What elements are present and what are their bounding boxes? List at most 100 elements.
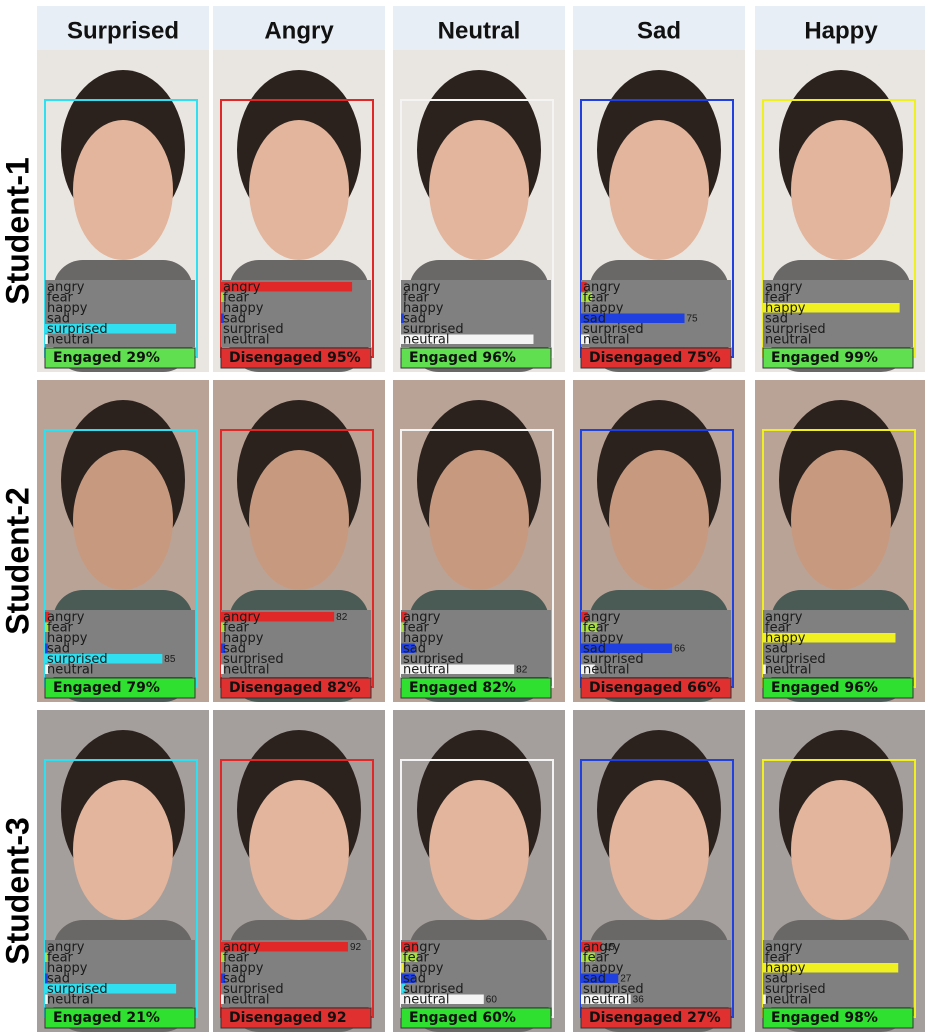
column-header: Sad: [637, 17, 681, 44]
emotion-label: neutral: [223, 992, 270, 1007]
emotion-bar: [581, 313, 685, 323]
emotion-label: neutral: [583, 332, 630, 347]
face: [791, 780, 891, 920]
emotion-label: neutral: [583, 992, 630, 1007]
emotion-label: fear: [403, 950, 430, 965]
emotion-panel: [763, 610, 913, 677]
emotion-bar: [221, 622, 226, 632]
face: [73, 780, 173, 920]
emotion-label: fear: [403, 290, 430, 305]
emotion-bar: [45, 334, 48, 344]
status-bar: [580, 347, 732, 369]
emotion-label: happy: [403, 631, 444, 646]
emotion-label: surprised: [47, 982, 108, 997]
emotion-bar: [45, 973, 48, 983]
face: [73, 450, 173, 590]
emotion-label: surprised: [403, 322, 464, 337]
emotion-label: fear: [223, 290, 250, 305]
status-bar: [580, 677, 732, 699]
emotion-label: surprised: [765, 982, 826, 997]
status-bar: [44, 677, 196, 699]
emotion-label: neutral: [223, 332, 270, 347]
emotion-label: sad: [223, 971, 246, 986]
emotion-label: surprised: [223, 652, 284, 667]
emotion-bar: [581, 612, 588, 622]
emotion-bar: [581, 282, 587, 292]
status-bar: [44, 347, 196, 369]
emotion-label: sad: [47, 971, 70, 986]
emotion-label: fear: [583, 290, 610, 305]
emotion-bar: [221, 282, 353, 292]
emotion-bar: [221, 292, 224, 302]
emotion-bar: [763, 994, 766, 1004]
emotion-bar: [401, 994, 484, 1004]
emotion-label: angry: [47, 610, 85, 625]
emotion-label: sad: [403, 641, 426, 656]
emotion-label: happy: [765, 301, 806, 316]
face: [249, 120, 349, 260]
face: [791, 450, 891, 590]
emotion-label: sad: [765, 641, 788, 656]
value-label: 15: [604, 942, 616, 953]
emotion-label: happy: [47, 961, 88, 976]
emotion-label: angry: [47, 280, 85, 295]
emotion-label: neutral: [47, 332, 94, 347]
emotion-label: fear: [765, 620, 792, 635]
face: [429, 780, 529, 920]
emotion-label: neutral: [403, 332, 450, 347]
column-header: Surprised: [67, 17, 179, 44]
emotion-label: angry: [583, 940, 621, 955]
status-text: Disengaged 66%: [589, 680, 721, 696]
emotion-label: angry: [765, 610, 803, 625]
emotion-label: neutral: [765, 332, 812, 347]
emotion-label: neutral: [223, 662, 270, 677]
emotion-label: happy: [223, 301, 264, 316]
emotion-bar: [401, 952, 418, 962]
emotion-label: fear: [223, 620, 250, 635]
emotion-label: happy: [765, 631, 806, 646]
emotion-label: happy: [403, 301, 444, 316]
status-text: Disengaged 27%: [589, 1010, 721, 1026]
emotion-label: sad: [403, 971, 426, 986]
status-text: Engaged 96%: [771, 680, 878, 696]
status-text: Disengaged 75%: [589, 350, 721, 366]
status-bar: [220, 677, 372, 699]
status-bar: [762, 677, 914, 699]
emotion-panel: [763, 280, 913, 347]
emotion-bar: [401, 334, 534, 344]
emotion-label: neutral: [765, 992, 812, 1007]
value-label: 36: [633, 994, 645, 1005]
emotion-bar: [401, 973, 415, 983]
emotion-bar: [45, 643, 48, 653]
status-text: Engaged 82%: [409, 680, 516, 696]
emotion-label: angry: [223, 610, 261, 625]
emotion-bar: [581, 292, 593, 302]
emotion-bar: [763, 963, 899, 973]
emotion-bar: [763, 303, 900, 313]
emotion-bar: [401, 313, 404, 323]
emotion-label: surprised: [223, 982, 284, 997]
value-label: 27: [620, 973, 632, 984]
column-header-bg: [393, 6, 565, 50]
emotion-label: angry: [47, 940, 85, 955]
status-text: Engaged 96%: [409, 350, 516, 366]
face: [429, 120, 529, 260]
emotion-bar: [581, 643, 673, 653]
emotion-bar: [401, 963, 404, 973]
emotion-bar: [45, 654, 163, 664]
face: [609, 450, 709, 590]
emotion-label: angry: [223, 940, 261, 955]
emotion-bar: [581, 973, 619, 983]
emotion-bar: [401, 664, 515, 674]
emotion-label: surprised: [47, 322, 108, 337]
emotion-label: sad: [47, 641, 70, 656]
emotion-label: neutral: [47, 992, 94, 1007]
face: [249, 780, 349, 920]
emotion-label: surprised: [47, 652, 108, 667]
emotion-bar: [581, 942, 602, 952]
